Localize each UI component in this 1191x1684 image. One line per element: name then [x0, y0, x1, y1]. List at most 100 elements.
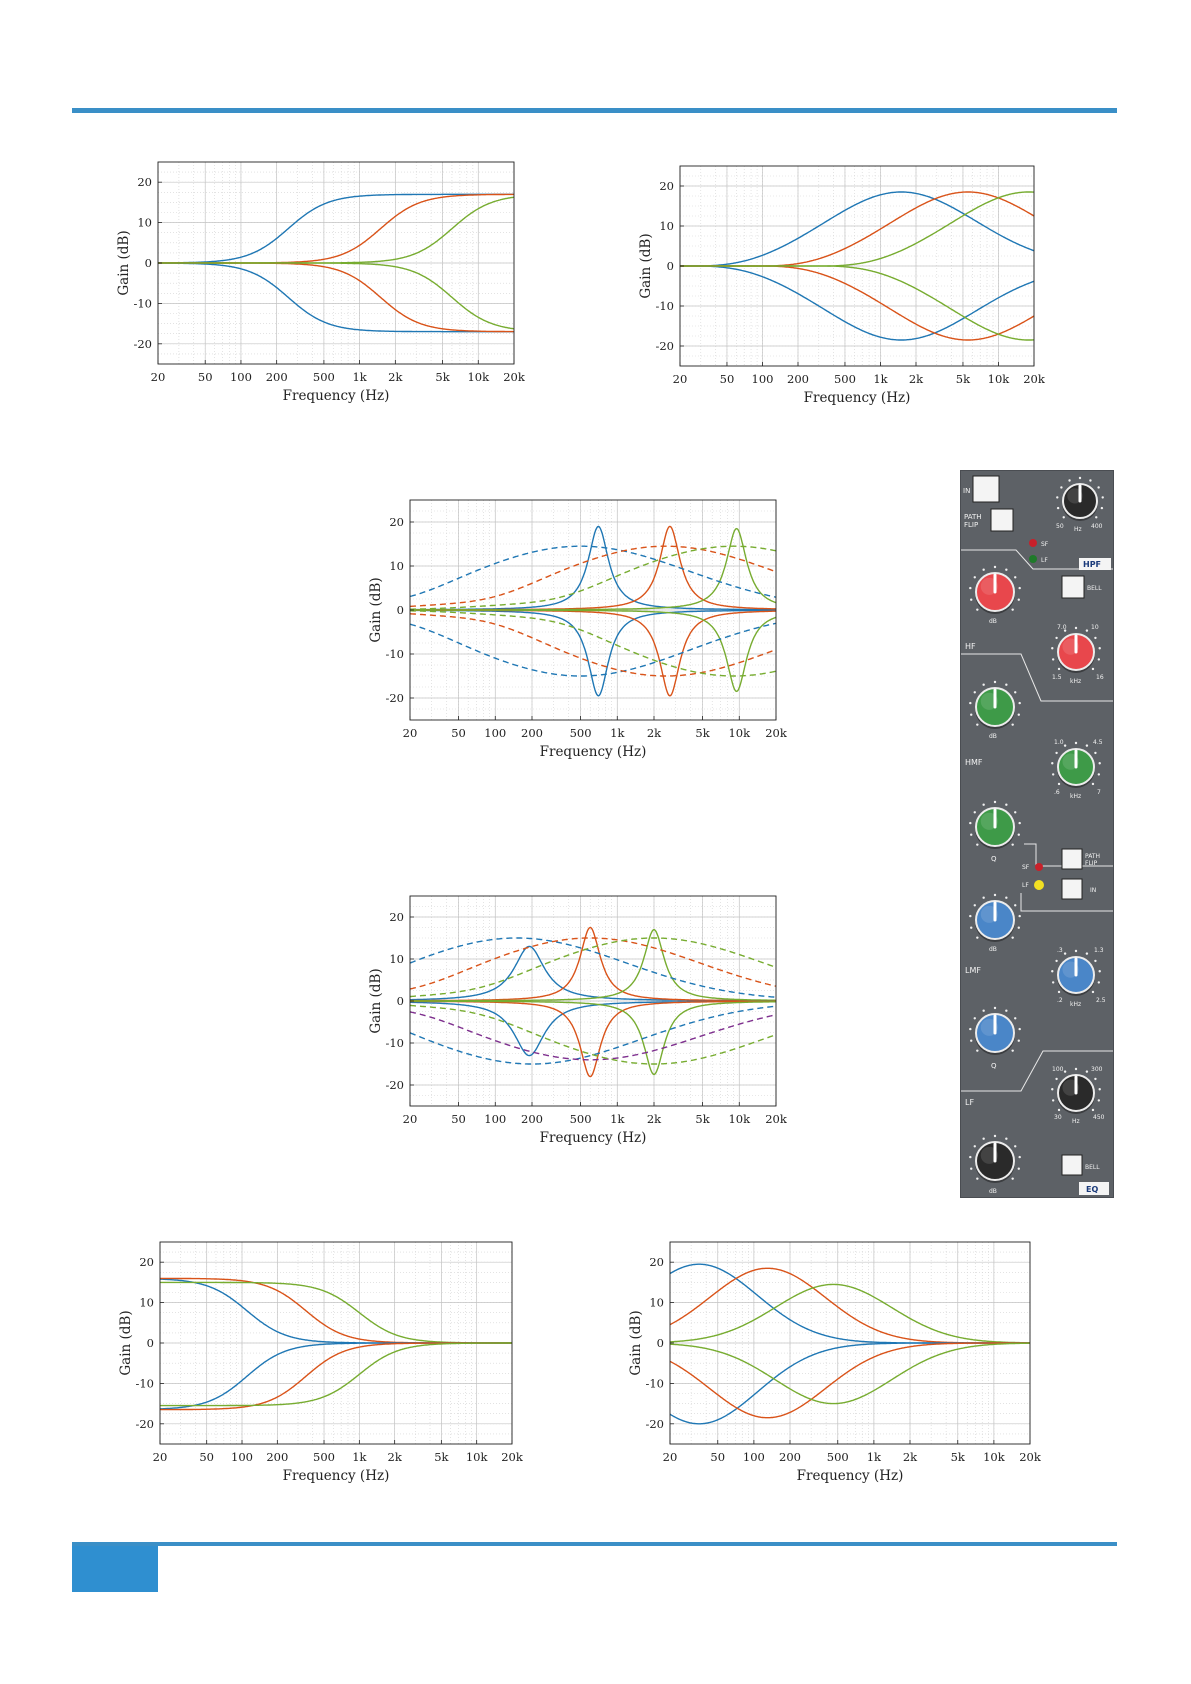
lmf-freq-max: 2.5 [1096, 997, 1106, 1004]
eq-channel-strip: IN PATH FLIP SF LF 50 Hz 400 HPF dB BELL… [960, 470, 1114, 1198]
lmf-label: LMF [965, 966, 981, 975]
y-tick-label: 20 [389, 910, 404, 924]
hpf-frequency-knob[interactable] [1056, 476, 1104, 521]
y-tick-label: -10 [135, 1376, 154, 1390]
chart-shelving-hf: 20 50 100 200 500 1k 2k 5k 10k 20k -20 -10 0 10 20 Freq… [110, 158, 526, 408]
y-tick-label: -20 [645, 1417, 664, 1431]
y-axis-label: Gain (dB) [118, 1310, 134, 1375]
x-tick-label: 2k [903, 1450, 918, 1464]
eq-strip-graphic: IN PATH FLIP SF LF 50 Hz 400 HPF dB BELL… [961, 475, 1113, 1195]
lmf-freq-hi: 1.3 [1094, 947, 1104, 954]
hmf-freq-max: 7 [1097, 789, 1101, 796]
series-line-7 [409, 937, 777, 990]
x-tick-label: 2k [647, 726, 662, 740]
hpf-freq-max: 400 [1091, 523, 1103, 530]
lmf-freq-min: .2 [1057, 997, 1063, 1004]
lmf-in-label: IN [1090, 887, 1096, 894]
y-axis-label: Gain (dB) [368, 968, 384, 1033]
hf-freq-hi: 10 [1091, 624, 1099, 631]
series-line-2 [669, 1283, 1030, 1344]
hmf-gain-knob[interactable] [969, 680, 1021, 729]
hpf-lf-led [1029, 555, 1037, 563]
series-line-10 [409, 1011, 777, 1061]
series-line-1 [669, 1267, 1030, 1344]
y-tick-label: 20 [659, 179, 674, 193]
hmf-q-label: Q [991, 855, 997, 863]
hf-bell-button[interactable] [1061, 575, 1085, 599]
lf-freq-lo: 100 [1052, 1066, 1064, 1073]
x-tick-label: 100 [484, 726, 506, 740]
series-line-3 [410, 1000, 776, 1057]
x-tick-label: 100 [743, 1450, 765, 1464]
lmf-sf-label: SF [1022, 864, 1030, 871]
lmf-sf-led [1035, 863, 1043, 871]
lmf-freq-unit: kHz [1070, 1001, 1081, 1008]
eq-section-label: EQ [1086, 1185, 1098, 1194]
page-number-block [72, 1546, 158, 1592]
series-line-7 [409, 545, 777, 608]
hmf-q-knob[interactable] [969, 800, 1021, 849]
hpf-path-flip-button[interactable] [990, 508, 1014, 532]
y-tick-label: 0 [145, 256, 152, 270]
hmf-freq-unit: kHz [1070, 793, 1081, 800]
chart-svg: 20 50 100 200 500 1k 2k 5k 10k 20k -20 -10 0 10 20 Freq… [638, 165, 1046, 406]
lmf-path-label: PATH [1085, 853, 1100, 860]
x-tick-label: 1k [352, 1450, 367, 1464]
chart-svg: 20 50 100 200 500 1k 2k 5k 10k 20k -20 -10 0 10 20 Freq… [628, 1241, 1042, 1484]
lf-gain-unit: dB [989, 1188, 997, 1195]
lmf-freq-lo: .3 [1057, 947, 1063, 954]
x-tick-label: 2k [388, 370, 403, 384]
x-tick-label: 5k [695, 1112, 710, 1126]
hpf-in-button[interactable] [972, 475, 1000, 503]
y-axis-label: Gain (dB) [116, 230, 132, 295]
series-line-0 [680, 191, 1035, 267]
hpf-flip-label: FLIP [964, 521, 978, 529]
x-tick-label: 5k [695, 726, 710, 740]
y-tick-label: 20 [649, 1255, 664, 1269]
hmf-frequency-knob[interactable] [1051, 741, 1101, 788]
hpf-path-label: PATH [964, 513, 982, 521]
chart-bell-lf: 20 50 100 200 500 1k 2k 5k 10k 20k -20 -10 0 10 20 Freq… [622, 1238, 1042, 1488]
y-tick-label: 0 [147, 1336, 154, 1350]
y-tick-label: -20 [655, 339, 674, 353]
x-tick-label: 20k [765, 1112, 788, 1126]
x-tick-label: 100 [230, 370, 252, 384]
x-tick-label: 500 [827, 1450, 849, 1464]
lf-gain-knob[interactable] [969, 1134, 1021, 1183]
lmf-q-knob[interactable] [969, 1006, 1021, 1055]
lmf-gain-knob[interactable] [969, 893, 1021, 942]
series-line-3 [159, 1342, 512, 1410]
lmf-frequency-knob[interactable] [1051, 949, 1101, 996]
series-line-0 [410, 945, 776, 1002]
x-tick-label: 1k [610, 1112, 625, 1126]
lmf-path-flip-button[interactable] [1061, 848, 1083, 870]
series-line-11 [410, 610, 777, 677]
hf-frequency-knob[interactable] [1051, 626, 1101, 673]
x-tick-label: 10k [467, 370, 490, 384]
hpf-lf-label: LF [1041, 557, 1048, 564]
lf-freq-min: 30 [1054, 1114, 1062, 1121]
series-line-9 [409, 1005, 777, 1065]
hf-freq-max: 16 [1096, 674, 1104, 681]
chart-svg: 20 50 100 200 500 1k 2k 5k 10k 20k -20 -10 0 10 20 Freq… [118, 1241, 524, 1484]
x-tick-label: 200 [521, 1112, 543, 1126]
hpf-section-label: HPF [1083, 560, 1101, 569]
y-axis-label: Gain (dB) [638, 233, 654, 298]
x-tick-label: 20 [151, 370, 166, 384]
series-line-0 [669, 1263, 1030, 1344]
hmf-label: HMF [965, 758, 983, 767]
hf-gain-knob[interactable] [969, 565, 1021, 614]
x-tick-label: 20 [153, 1450, 168, 1464]
lmf-in-button[interactable] [1061, 878, 1083, 900]
y-tick-label: 0 [657, 1336, 664, 1350]
x-axis-label: Frequency (Hz) [540, 744, 647, 760]
y-tick-label: -10 [655, 299, 674, 313]
lf-frequency-knob[interactable] [1051, 1067, 1101, 1114]
lf-bell-button[interactable] [1061, 1154, 1083, 1176]
x-tick-label: 10k [988, 372, 1011, 386]
y-tick-label: -10 [645, 1376, 664, 1390]
x-axis-label: Frequency (Hz) [804, 390, 911, 406]
series-line-3 [158, 262, 514, 333]
chart-svg: 20 50 100 200 500 1k 2k 5k 10k 20k -20 -10 0 10 20 Freq… [368, 895, 788, 1146]
series-line-9 [409, 622, 777, 677]
